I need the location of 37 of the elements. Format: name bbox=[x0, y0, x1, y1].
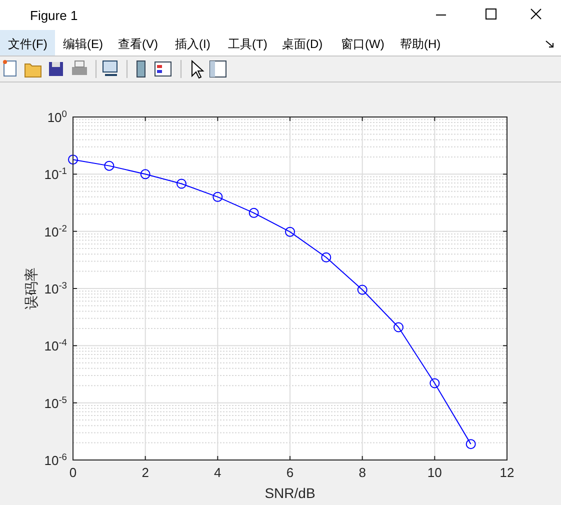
point bbox=[212, 192, 223, 202]
y-tick-label: 10$^{-3}$ bbox=[44, 280, 67, 296]
caption: Figure 1 bbox=[30, 8, 78, 23]
text: 桌面(D) bbox=[282, 37, 323, 51]
y-tick-label: 10$^{-4}$ bbox=[44, 338, 67, 354]
point bbox=[394, 322, 404, 332]
x-tick-label: 12 bbox=[500, 465, 514, 480]
point bbox=[176, 178, 186, 189]
x-axis-title: SNR/dB bbox=[264, 485, 316, 501]
text: 查看(V) bbox=[118, 37, 158, 51]
text: 插入(I) bbox=[175, 37, 210, 51]
y-tick-label: 10$^{-1}$ bbox=[44, 166, 67, 182]
text: 帮助(H) bbox=[400, 37, 441, 51]
y-axis-title: 误码率 bbox=[24, 268, 40, 310]
x-tick-label: 8 bbox=[358, 465, 366, 480]
point bbox=[466, 439, 476, 450]
point bbox=[248, 208, 259, 218]
y-tick-label: 10$^{-6}$ bbox=[44, 452, 67, 468]
x-tick-label: 6 bbox=[286, 465, 294, 480]
y-tick-label: 10$^{-5}$ bbox=[44, 394, 67, 411]
point bbox=[140, 169, 150, 180]
text: 文件(F) bbox=[8, 37, 48, 51]
y-tick-label: 10$^{0}$ bbox=[47, 109, 67, 125]
point bbox=[430, 378, 440, 388]
text: 窗口(W) bbox=[341, 37, 384, 51]
x-tick-label: 2 bbox=[142, 465, 149, 480]
point bbox=[321, 252, 332, 262]
point bbox=[68, 154, 78, 165]
y-tick-label: 10$^{-2}$ bbox=[44, 223, 67, 240]
point bbox=[104, 160, 114, 171]
point bbox=[285, 226, 295, 237]
x-tick-label: 10 bbox=[427, 465, 442, 480]
x-tick-label: 0 bbox=[69, 465, 77, 480]
point bbox=[357, 284, 368, 295]
text: 编辑(E) bbox=[63, 37, 103, 51]
x-tick-label: 4 bbox=[214, 465, 222, 480]
text: 工具(T) bbox=[228, 37, 268, 51]
